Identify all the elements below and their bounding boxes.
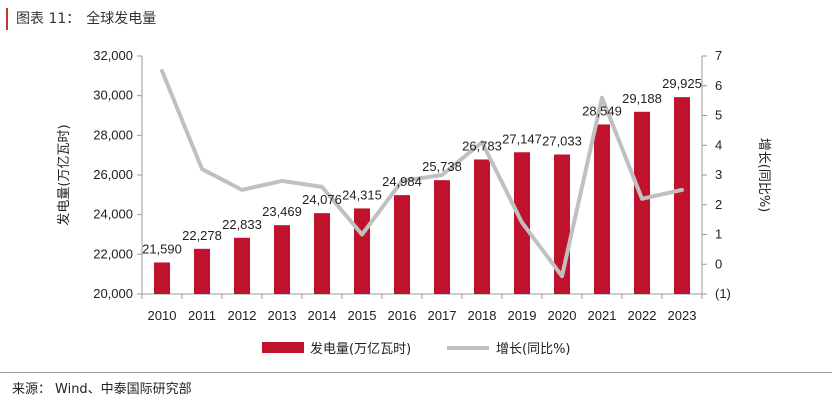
x-tick-label: 2018 xyxy=(468,308,497,323)
bar xyxy=(154,262,170,294)
right-axis-title: 增长(同比%) xyxy=(756,138,771,213)
line-point xyxy=(360,233,364,236)
chart-title-text: 全球发电量 xyxy=(86,11,157,27)
line-point xyxy=(440,173,444,177)
left-tick-label: 20,000 xyxy=(93,286,133,301)
bar-data-label: 29,925 xyxy=(662,76,702,91)
bar xyxy=(474,159,490,294)
line-point xyxy=(560,274,564,278)
axes: 20,000 22,000 24,000 26,000 28,000 30,000 32,0… xyxy=(56,48,771,323)
left-tick-label: 22,000 xyxy=(93,246,133,261)
right-tick-label: 6 xyxy=(715,78,722,93)
x-tick-label: 2020 xyxy=(548,308,577,323)
bar xyxy=(234,237,250,294)
bar xyxy=(394,195,410,294)
bar-data-label: 27,147 xyxy=(502,131,542,146)
source-text: Wind、中泰国际研究部 xyxy=(55,382,192,397)
legend-bar-label: 发电量(万亿瓦时) xyxy=(310,341,411,357)
left-axis-title: 发电量(万亿瓦时) xyxy=(56,124,72,225)
line-series xyxy=(160,68,684,279)
bar-data-label: 24,315 xyxy=(342,187,382,202)
line-point xyxy=(200,167,204,171)
source-note: 来源： Wind、中泰国际研究部 xyxy=(12,378,196,397)
x-tick-label: 2014 xyxy=(308,308,337,323)
line-point xyxy=(520,221,524,225)
line-point xyxy=(400,179,404,183)
chart-title-label: 图表 11： xyxy=(16,11,81,27)
left-tick-label: 30,000 xyxy=(93,88,133,103)
chart-area: 20,000 22,000 24,000 26,000 28,000 30,000 32,0… xyxy=(56,48,771,357)
line-point xyxy=(320,185,324,189)
right-tick-label: 4 xyxy=(715,137,722,152)
line-point xyxy=(280,179,284,183)
line-point xyxy=(480,140,484,144)
bar-data-label: 24,076 xyxy=(302,192,342,207)
bar-data-label: 25,738 xyxy=(422,159,462,174)
bar-data-label: 29,188 xyxy=(622,91,662,106)
left-tick-label: 24,000 xyxy=(93,207,133,222)
bar xyxy=(314,213,330,294)
x-tick-label: 2019 xyxy=(508,308,537,323)
bar-data-label: 21,590 xyxy=(142,241,182,256)
bar xyxy=(194,248,210,294)
line-point xyxy=(240,188,244,192)
line-point xyxy=(640,197,644,201)
bar xyxy=(634,111,650,294)
right-tick-label: 1 xyxy=(715,227,722,242)
bar xyxy=(274,225,290,294)
x-tick-label: 2015 xyxy=(348,308,377,323)
legend-bar-swatch xyxy=(262,342,304,353)
bar xyxy=(594,124,610,295)
divider xyxy=(0,372,832,373)
line-point xyxy=(600,96,604,100)
right-tick-label: (1) xyxy=(715,286,731,301)
right-tick-label: 5 xyxy=(715,108,722,123)
left-tick-label: 26,000 xyxy=(93,167,133,182)
bar-data-label: 27,033 xyxy=(542,134,582,149)
growth-line xyxy=(160,68,684,279)
x-tick-label: 2022 xyxy=(628,308,657,323)
bar-data-label: 22,278 xyxy=(182,228,222,243)
left-tick-label: 32,000 xyxy=(93,48,133,63)
chart-title: 图表 11： 全球发电量 xyxy=(6,8,162,30)
bar-data-label: 28,549 xyxy=(582,103,622,118)
x-tick-label: 2013 xyxy=(268,308,297,323)
x-tick-label: 2023 xyxy=(668,308,697,323)
legend-line-label: 增长(同比%) xyxy=(496,342,571,357)
right-tick-label: 2 xyxy=(715,197,722,212)
x-tick-label: 2012 xyxy=(228,308,257,323)
right-tick-label: 7 xyxy=(715,48,722,63)
bar xyxy=(434,180,450,294)
line-point xyxy=(680,188,684,192)
bar-data-label: 24,984 xyxy=(382,174,422,189)
bar xyxy=(354,208,370,294)
source-prefix: 来源： xyxy=(12,382,52,397)
x-tick-label: 2017 xyxy=(428,308,457,323)
legend: 发电量(万亿瓦时) 增长(同比%) xyxy=(262,341,571,357)
bar-data-label: 23,469 xyxy=(262,204,302,219)
bar-data-label: 22,833 xyxy=(222,217,262,232)
x-tick-label: 2011 xyxy=(188,308,216,323)
right-tick-label: 0 xyxy=(715,256,722,271)
x-tick-label: 2010 xyxy=(148,308,177,323)
x-tick-label: 2021 xyxy=(588,308,617,323)
x-tick-label: 2016 xyxy=(388,308,417,323)
bar xyxy=(674,97,690,294)
line-point xyxy=(160,69,164,73)
bar-series xyxy=(154,97,690,295)
bar-data-label: 26,783 xyxy=(462,138,502,153)
left-tick-label: 28,000 xyxy=(93,127,133,142)
right-tick-label: 3 xyxy=(715,167,722,182)
